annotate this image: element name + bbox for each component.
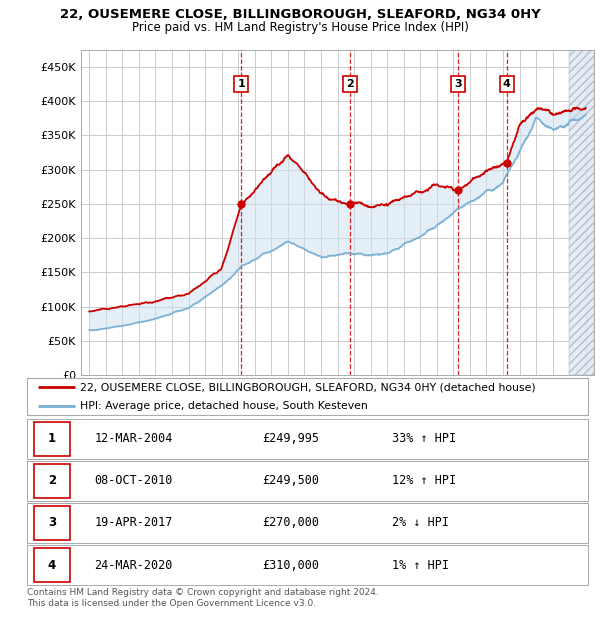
Text: 3: 3 (454, 79, 462, 89)
Text: 22, OUSEMERE CLOSE, BILLINGBOROUGH, SLEAFORD, NG34 0HY: 22, OUSEMERE CLOSE, BILLINGBOROUGH, SLEA… (59, 8, 541, 21)
Text: 2% ↓ HPI: 2% ↓ HPI (392, 516, 449, 529)
Text: £249,500: £249,500 (263, 474, 320, 487)
Text: 33% ↑ HPI: 33% ↑ HPI (392, 432, 456, 445)
Text: 3: 3 (48, 516, 56, 529)
Text: 1% ↑ HPI: 1% ↑ HPI (392, 559, 449, 572)
Text: 4: 4 (503, 79, 511, 89)
Text: £249,995: £249,995 (263, 432, 320, 445)
Text: £270,000: £270,000 (263, 516, 320, 529)
Text: 12% ↑ HPI: 12% ↑ HPI (392, 474, 456, 487)
Text: 24-MAR-2020: 24-MAR-2020 (94, 559, 173, 572)
Bar (34, 422, 70, 456)
Text: Contains HM Land Registry data © Crown copyright and database right 2024.
This d: Contains HM Land Registry data © Crown c… (27, 588, 379, 608)
Text: 1: 1 (48, 432, 56, 445)
Text: 4: 4 (48, 559, 56, 572)
Text: Price paid vs. HM Land Registry's House Price Index (HPI): Price paid vs. HM Land Registry's House … (131, 21, 469, 34)
Text: 1: 1 (238, 79, 245, 89)
Text: 2: 2 (346, 79, 354, 89)
Text: 22, OUSEMERE CLOSE, BILLINGBOROUGH, SLEAFORD, NG34 0HY (detached house): 22, OUSEMERE CLOSE, BILLINGBOROUGH, SLEA… (80, 382, 536, 392)
Bar (34, 506, 70, 540)
Bar (34, 464, 70, 498)
Text: £310,000: £310,000 (263, 559, 320, 572)
Bar (34, 548, 70, 582)
Text: 12-MAR-2004: 12-MAR-2004 (94, 432, 173, 445)
Text: 2: 2 (48, 474, 56, 487)
Text: 19-APR-2017: 19-APR-2017 (94, 516, 173, 529)
Text: 08-OCT-2010: 08-OCT-2010 (94, 474, 173, 487)
Text: HPI: Average price, detached house, South Kesteven: HPI: Average price, detached house, Sout… (80, 401, 368, 411)
